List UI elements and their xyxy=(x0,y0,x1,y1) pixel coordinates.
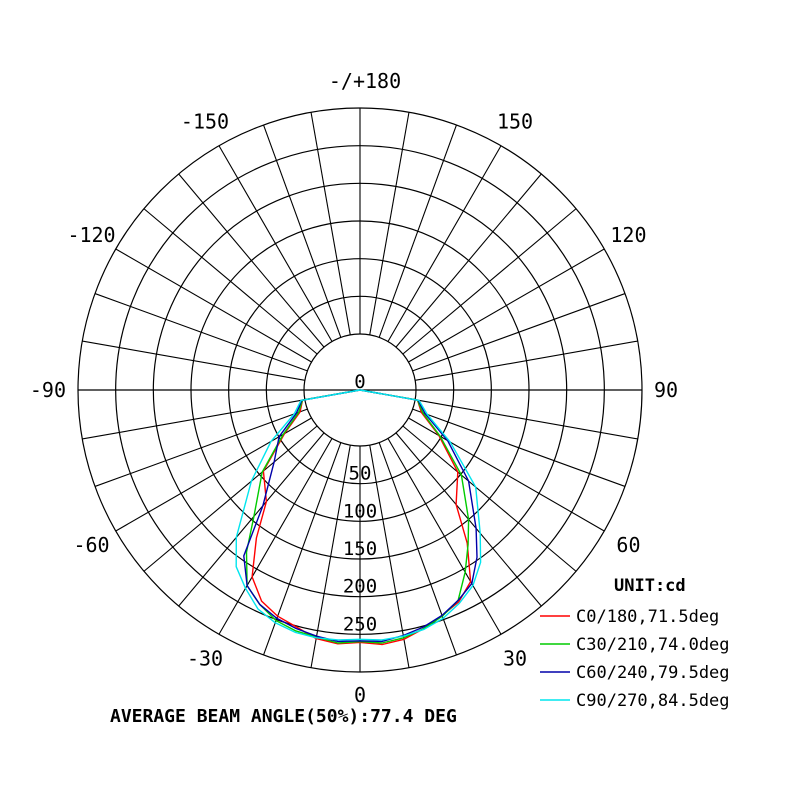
grid-spoke xyxy=(378,442,457,656)
radial-tick-label: 200 xyxy=(343,576,377,598)
series-curve-3 xyxy=(243,389,478,643)
angle-label: 120 xyxy=(610,223,646,247)
grid-spoke xyxy=(143,425,318,572)
average-beam-angle-footer: AVERAGE BEAM ANGLE(50%):77.4 DEG xyxy=(110,706,457,727)
legend-label: C0/180,71.5deg xyxy=(576,607,719,627)
grid-spoke xyxy=(415,399,638,440)
angle-label: -60 xyxy=(73,533,109,557)
angle-label: 0 xyxy=(354,683,366,707)
grid-spoke xyxy=(82,399,305,440)
grid-spoke xyxy=(115,248,312,363)
radial-tick-label: 0 xyxy=(354,371,365,393)
grid-spoke xyxy=(263,124,342,338)
radial-tick-label: 250 xyxy=(343,613,377,635)
unit-label: UNIT:cd xyxy=(614,576,686,596)
grid-spoke xyxy=(94,293,308,372)
grid-spoke xyxy=(263,442,342,656)
grid-spoke xyxy=(412,408,626,487)
grid-spoke xyxy=(369,112,410,335)
grid-spoke xyxy=(178,173,325,348)
grid-spoke xyxy=(218,438,333,635)
series-layer xyxy=(235,389,482,646)
grid-spoke xyxy=(178,432,325,607)
grid-spoke xyxy=(310,112,351,335)
angle-labels: -/+180 -150 150 -120 120 -90 90 -60 60 -30 30 0 xyxy=(30,69,678,707)
series-curve-1 xyxy=(251,389,472,646)
angle-label: 150 xyxy=(497,110,533,134)
series-curve-4 xyxy=(235,389,482,641)
series-curve-2 xyxy=(245,389,470,644)
grid-spoke xyxy=(310,445,351,668)
grid-spoke xyxy=(369,445,410,668)
angle-label: -/+180 xyxy=(329,69,401,93)
angle-label: 90 xyxy=(654,378,678,402)
legend-label: C60/240,79.5deg xyxy=(576,663,730,683)
grid-spoke xyxy=(82,340,305,381)
grid-spoke xyxy=(387,145,502,342)
angle-label: -150 xyxy=(181,110,229,134)
grid-spoke xyxy=(395,173,542,348)
grid-spoke xyxy=(218,145,333,342)
angle-label: 60 xyxy=(616,533,640,557)
radial-tick-label: 100 xyxy=(343,500,377,522)
legend-label: C30/210,74.0deg xyxy=(576,635,730,655)
grid-spoke xyxy=(412,293,626,372)
angle-label: -90 xyxy=(30,378,66,402)
radial-tick-label: 150 xyxy=(343,538,377,560)
grid-spoke xyxy=(408,248,605,363)
radial-tick-label: 50 xyxy=(349,463,372,485)
grid-spoke xyxy=(378,124,457,338)
grid-spoke xyxy=(402,208,577,355)
legend: UNIT:cd C0/180,71.5deg C30/210,74.0deg C60… xyxy=(540,576,730,711)
grid-spoke xyxy=(402,425,577,572)
grid-spoke xyxy=(387,438,502,635)
angle-label: -120 xyxy=(67,223,115,247)
legend-label: C90/270,84.5deg xyxy=(576,691,730,711)
grid-spoke xyxy=(143,208,318,355)
angle-label: 30 xyxy=(503,646,527,670)
radial-tick-labels: 0 50 100 150 200 250 xyxy=(343,371,377,635)
angle-label: -30 xyxy=(187,646,223,670)
grid-spoke xyxy=(415,340,638,381)
grid-spoke xyxy=(94,408,308,487)
